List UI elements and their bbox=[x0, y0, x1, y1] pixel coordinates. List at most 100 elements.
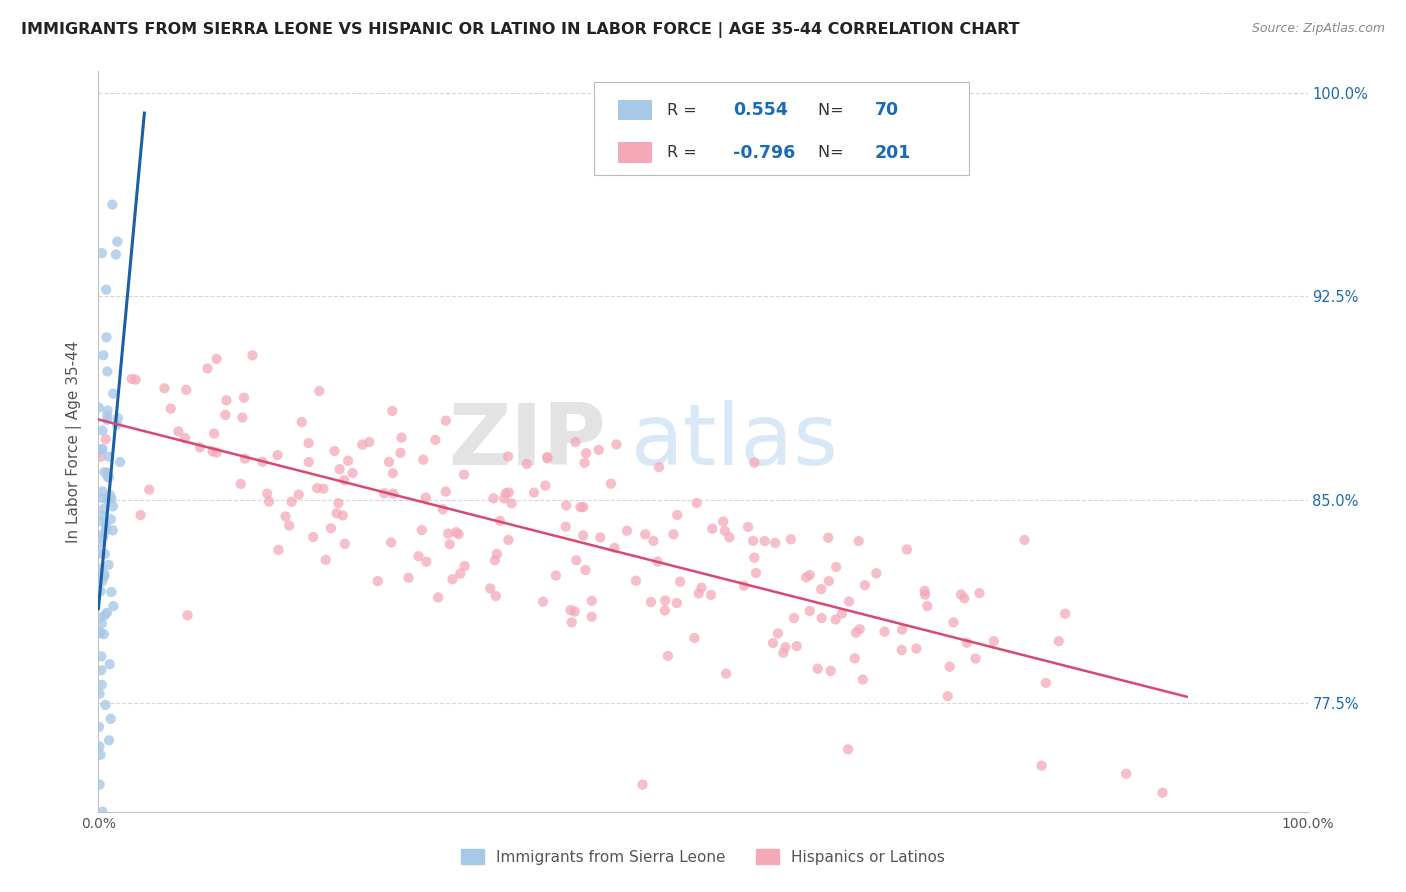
Point bbox=[599, 476, 621, 491]
Text: R =: R = bbox=[666, 145, 702, 160]
Text: R =: R = bbox=[666, 103, 702, 118]
Point bbox=[581, 594, 603, 608]
Point bbox=[844, 651, 866, 665]
Point bbox=[380, 535, 402, 549]
Point bbox=[287, 488, 309, 502]
Point bbox=[328, 496, 350, 510]
Point bbox=[616, 524, 638, 538]
Point bbox=[93, 566, 115, 581]
Point bbox=[307, 481, 329, 495]
Point bbox=[624, 574, 647, 588]
Point bbox=[89, 611, 111, 625]
Point bbox=[278, 518, 301, 533]
Point bbox=[848, 622, 870, 636]
Point bbox=[96, 606, 118, 620]
Point bbox=[983, 634, 1005, 648]
Point bbox=[337, 453, 360, 467]
Point bbox=[683, 631, 706, 645]
Point bbox=[914, 583, 936, 598]
Point bbox=[965, 651, 987, 665]
Point bbox=[914, 588, 936, 602]
Point bbox=[167, 425, 190, 439]
Point bbox=[252, 455, 274, 469]
Point bbox=[742, 533, 765, 548]
Point bbox=[91, 805, 114, 819]
Point bbox=[89, 778, 111, 792]
Point bbox=[794, 570, 817, 584]
Point bbox=[449, 566, 471, 581]
Point bbox=[96, 413, 118, 427]
Point bbox=[494, 491, 516, 506]
Point bbox=[496, 450, 519, 464]
Point bbox=[256, 486, 278, 500]
Point bbox=[1014, 533, 1036, 547]
Point bbox=[654, 603, 676, 617]
Point bbox=[93, 569, 115, 583]
Text: N=: N= bbox=[818, 145, 849, 160]
Point bbox=[229, 476, 252, 491]
Point bbox=[367, 574, 389, 588]
Point bbox=[90, 561, 112, 575]
Point bbox=[1152, 786, 1174, 800]
Point bbox=[603, 541, 626, 555]
Point bbox=[90, 663, 112, 677]
Point bbox=[905, 641, 928, 656]
Point bbox=[690, 581, 713, 595]
Point bbox=[825, 560, 848, 574]
Point bbox=[565, 553, 588, 567]
Point bbox=[489, 514, 512, 528]
Point bbox=[554, 519, 576, 533]
Point bbox=[495, 486, 517, 500]
Point bbox=[754, 534, 776, 549]
Point bbox=[441, 572, 464, 586]
Point bbox=[820, 664, 842, 678]
Point bbox=[453, 559, 475, 574]
Point bbox=[605, 437, 627, 451]
Point bbox=[333, 473, 356, 487]
Text: 0.554: 0.554 bbox=[734, 101, 789, 119]
Point bbox=[89, 747, 111, 762]
Point bbox=[89, 450, 111, 464]
Point bbox=[242, 348, 264, 362]
Point bbox=[485, 547, 508, 561]
Point bbox=[482, 491, 505, 506]
Point bbox=[96, 364, 118, 378]
Point bbox=[104, 247, 127, 261]
Point bbox=[799, 604, 821, 618]
Point bbox=[848, 534, 870, 549]
Point bbox=[94, 698, 117, 712]
Point bbox=[325, 506, 347, 520]
Point bbox=[427, 591, 450, 605]
Point bbox=[378, 455, 401, 469]
Point bbox=[969, 586, 991, 600]
Point bbox=[744, 550, 766, 565]
Point bbox=[98, 733, 121, 747]
Point bbox=[779, 533, 801, 547]
Point bbox=[669, 574, 692, 589]
Point bbox=[274, 509, 297, 524]
Point bbox=[382, 486, 405, 500]
Point bbox=[564, 605, 586, 619]
Point bbox=[685, 496, 707, 510]
Point bbox=[231, 410, 253, 425]
Point bbox=[101, 500, 124, 514]
Point bbox=[91, 574, 114, 589]
Point bbox=[89, 625, 111, 640]
Text: -0.796: -0.796 bbox=[734, 144, 796, 161]
Point bbox=[389, 446, 412, 460]
Point bbox=[444, 525, 467, 540]
Text: Source: ZipAtlas.com: Source: ZipAtlas.com bbox=[1251, 22, 1385, 36]
Bar bbox=[619, 142, 652, 163]
Point bbox=[555, 499, 578, 513]
Point bbox=[202, 426, 225, 441]
Point bbox=[643, 533, 665, 548]
Point bbox=[90, 616, 112, 631]
Point bbox=[810, 611, 832, 625]
Point bbox=[90, 442, 112, 457]
Point bbox=[89, 514, 111, 528]
Point bbox=[359, 435, 381, 450]
Point bbox=[890, 643, 912, 657]
Point bbox=[666, 508, 689, 522]
Point bbox=[96, 492, 118, 507]
Point bbox=[434, 413, 457, 427]
